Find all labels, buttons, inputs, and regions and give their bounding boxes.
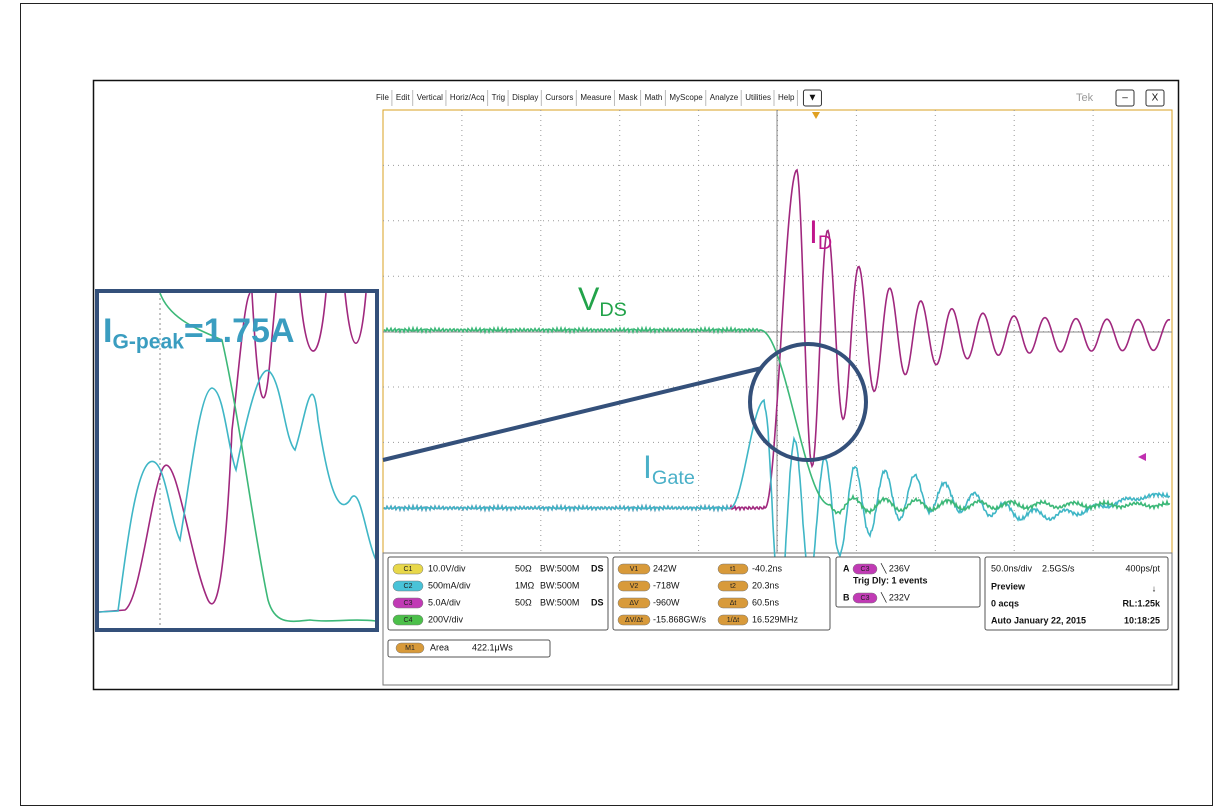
badge-label: t1 bbox=[730, 566, 736, 573]
cursor-value: -960W bbox=[653, 597, 680, 607]
horizontal-date: January 22, 2015 bbox=[1014, 615, 1086, 625]
channel-scale: 200V/div bbox=[428, 614, 464, 624]
badge-label: V1 bbox=[630, 566, 639, 573]
channel-termination: 50Ω bbox=[515, 597, 532, 607]
horizontal-mode: Preview bbox=[991, 581, 1026, 591]
cursor-value: 60.5ns bbox=[752, 597, 780, 607]
menu-item[interactable]: Vertical bbox=[417, 93, 443, 102]
badge-label: M1 bbox=[405, 645, 415, 652]
channel-bandwidth: BW:500M bbox=[540, 597, 579, 607]
channel-termination: 1MΩ bbox=[515, 580, 535, 590]
menu-item[interactable]: Utilities bbox=[745, 93, 771, 102]
cursor-value: 20.3ns bbox=[752, 580, 780, 590]
menu-item[interactable]: Edit bbox=[396, 93, 411, 102]
badge-label: t2 bbox=[730, 583, 736, 590]
badge-label: C3 bbox=[861, 566, 870, 573]
badge-label: C1 bbox=[404, 566, 413, 573]
annotation-sub: D bbox=[818, 232, 832, 254]
badge-label: C3 bbox=[861, 595, 870, 602]
badge-label: C2 bbox=[404, 583, 413, 590]
menu-item[interactable]: Help bbox=[778, 93, 795, 102]
cursor-value: 16.529MHz bbox=[752, 614, 799, 624]
horizontal-acqs: 0 acqs bbox=[991, 598, 1019, 608]
annotation-sub: G-peak bbox=[112, 330, 184, 353]
menu-item[interactable]: Measure bbox=[580, 93, 612, 102]
trigger-level: ╲ 232V bbox=[880, 591, 910, 603]
cursor-value: -718W bbox=[653, 580, 680, 590]
trigger-label: B bbox=[843, 592, 850, 602]
trigger-level: ╲ 236V bbox=[880, 562, 910, 574]
trigger-label: A bbox=[843, 563, 850, 573]
channel-scale: 10.0V/div bbox=[428, 563, 466, 573]
menu-item[interactable]: Math bbox=[645, 93, 663, 102]
annotation-main: V bbox=[578, 281, 600, 317]
annotation-sub: Gate bbox=[652, 467, 695, 489]
channel-bandwidth: BW:500M bbox=[540, 563, 579, 573]
cursor-value: 242W bbox=[653, 563, 677, 573]
horizontal-rate: 2.5GS/s bbox=[1042, 563, 1075, 573]
badge-label: C4 bbox=[404, 617, 413, 624]
channel-termination: 50Ω bbox=[515, 563, 532, 573]
close-button[interactable]: X bbox=[1152, 93, 1159, 104]
menu-item[interactable]: MyScope bbox=[669, 93, 703, 102]
badge-label: ΔV/Δt bbox=[625, 617, 643, 624]
brand: Tek bbox=[1076, 92, 1094, 104]
annotation-main: I bbox=[809, 214, 818, 250]
channel-scale: 500mA/div bbox=[428, 580, 471, 590]
horizontal-time: 10:18:25 bbox=[1124, 615, 1160, 625]
dropdown-button[interactable]: ▼ bbox=[808, 93, 818, 104]
annotation-rest: =1.75A bbox=[184, 312, 295, 350]
horizontal-arrow: ↓ bbox=[1152, 583, 1157, 593]
menu-item[interactable]: Mask bbox=[618, 93, 638, 102]
channel-scale: 5.0A/div bbox=[428, 597, 461, 607]
menu-item[interactable]: Horiz/Acq bbox=[450, 93, 485, 102]
math-value: 422.1μWs bbox=[472, 642, 513, 652]
channel-bandwidth: BW:500M bbox=[540, 580, 579, 590]
slide: IDVDSIGateIG-peak=1.75A FileEditVertical… bbox=[0, 0, 1232, 809]
annotation-sub: DS bbox=[599, 299, 627, 321]
badge-label: C3 bbox=[404, 600, 413, 607]
trigger-delay: Trig Dly: 1 events bbox=[853, 575, 928, 585]
badge-label: V2 bbox=[630, 583, 639, 590]
menu-item[interactable]: File bbox=[376, 93, 389, 102]
menu-item[interactable]: Display bbox=[512, 93, 538, 102]
minimize-button[interactable]: – bbox=[1122, 93, 1128, 104]
badge-label: ΔV bbox=[629, 600, 639, 607]
channel-coupling: DS bbox=[591, 563, 604, 573]
horizontal-run: Auto bbox=[991, 615, 1012, 625]
horizontal-resolution: 400ps/pt bbox=[1125, 563, 1160, 573]
badge-label: Δt bbox=[730, 600, 737, 607]
menu-item[interactable]: Analyze bbox=[710, 93, 739, 102]
annotation-main: I bbox=[643, 449, 652, 485]
cursor-value: -40.2ns bbox=[752, 563, 783, 573]
menu-item[interactable]: Cursors bbox=[545, 93, 573, 102]
horizontal-record: RL:1.25k bbox=[1122, 598, 1161, 608]
annotation-main: I bbox=[103, 312, 112, 350]
horizontal-scale: 50.0ns/div bbox=[991, 563, 1033, 573]
badge-label: 1/Δt bbox=[727, 617, 740, 624]
channel-coupling: DS bbox=[591, 597, 604, 607]
menu-item[interactable]: Trig bbox=[492, 93, 505, 102]
math-name: Area bbox=[430, 642, 449, 652]
cursor-value: -15.868GW/s bbox=[653, 614, 707, 624]
